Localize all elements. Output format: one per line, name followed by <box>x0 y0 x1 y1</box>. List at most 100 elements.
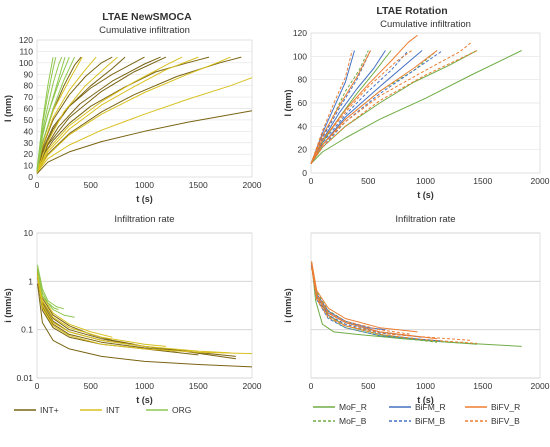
x-tick-label: 0 <box>35 180 40 190</box>
y-axis-label: i (mm/s) <box>3 288 13 323</box>
series-line-bifv-b <box>311 262 412 335</box>
x-axis-label: t (s) <box>136 194 153 204</box>
series-line-int <box>36 56 118 172</box>
chart-left-rate: Infiltration rate 0.01 0.1 1 10 0 500 1000 1500 2… <box>3 214 262 405</box>
series-line-org <box>37 268 75 318</box>
series-line-int <box>37 275 253 355</box>
y-tick-label: 40 <box>298 121 308 131</box>
series-line-mof-b <box>310 50 369 164</box>
legend-label: BiFM_B <box>415 416 446 426</box>
x-tick-label: 0 <box>309 381 314 391</box>
y-axis-label: i (mm/s) <box>283 288 293 323</box>
series-line-int <box>36 77 253 173</box>
y-tick-label: 10 <box>24 161 34 171</box>
y-tick-label: 90 <box>24 69 34 79</box>
x-tick-label: 1500 <box>189 180 208 190</box>
series-line-int- <box>36 110 253 174</box>
x-tick-label: 2000 <box>243 180 262 190</box>
y-tick-label: 40 <box>24 126 34 136</box>
y-tick-label: 100 <box>293 51 307 61</box>
x-tick-label: 0 <box>309 176 314 186</box>
y-tick-label: 0.01 <box>16 373 33 383</box>
series-line-bifm-r <box>311 265 423 338</box>
series-line-int <box>37 272 231 354</box>
legend-label: BiFV_B <box>491 416 520 426</box>
y-axis-label: I (mm) <box>3 95 13 122</box>
y-tick-label: 0 <box>28 172 33 182</box>
legend-label: INT <box>106 405 120 415</box>
series-line-int <box>37 266 113 338</box>
chart-title: Infiltration rate <box>395 214 455 225</box>
chart-right-cumulative: Cumulative infiltration 0 20 40 60 80 100 120 0 5… <box>283 19 550 200</box>
series-line-bifv-r <box>310 50 371 164</box>
x-tick-label: 500 <box>84 381 98 391</box>
series-line-int- <box>37 283 253 368</box>
series-line-mof-r <box>310 50 478 164</box>
series-line-org <box>36 56 66 172</box>
series-line-bifv-r <box>311 261 418 333</box>
x-tick-label: 2000 <box>531 381 550 391</box>
y-axis-label: I (mm) <box>283 89 293 116</box>
y-tick-label: 80 <box>298 75 308 85</box>
x-tick-label: 1000 <box>135 180 154 190</box>
y-tick-label: 70 <box>24 92 34 102</box>
legend-label: MoF_R <box>339 402 367 412</box>
series-line-bifv-b <box>310 50 413 164</box>
x-tick-label: 1000 <box>416 176 435 186</box>
series-line-int- <box>36 56 167 173</box>
x-tick-label: 1500 <box>473 176 492 186</box>
series-line-int- <box>37 277 199 356</box>
y-tick-label: 10 <box>24 228 34 238</box>
legend-right: MoF_R BiFM_R BiFV_R MoF_B BiFM_B BiFV_B <box>313 402 520 426</box>
y-tick-label: 60 <box>24 104 34 114</box>
legend-label: MoF_B <box>339 416 367 426</box>
x-tick-label: 2000 <box>531 176 550 186</box>
x-axis-label: t (s) <box>417 395 434 405</box>
y-tick-label: 110 <box>19 46 33 56</box>
series-line-bifv-b <box>311 267 472 341</box>
legend-label: BiFM_R <box>415 402 446 412</box>
x-axis-label: t (s) <box>417 190 434 200</box>
y-tick-label: 1 <box>28 276 33 286</box>
series-line-bifv-b <box>310 50 353 164</box>
x-tick-label: 1000 <box>135 381 154 391</box>
series-line-mof-r <box>311 262 522 347</box>
x-tick-label: 500 <box>84 180 98 190</box>
series-line-int <box>37 270 167 347</box>
y-tick-label: 100 <box>19 58 33 68</box>
series-line-mof-r <box>310 50 522 165</box>
series-line-int- <box>36 56 161 172</box>
series-line-bifv-r <box>310 34 418 164</box>
chart-title: Cumulative infiltration <box>380 19 471 30</box>
series-line-bifm-b <box>310 50 409 164</box>
x-tick-label: 1500 <box>473 381 492 391</box>
series-line-int- <box>36 56 242 173</box>
x-tick-label: 0 <box>35 381 40 391</box>
y-tick-label: 20 <box>298 145 308 155</box>
x-tick-label: 1500 <box>189 381 208 391</box>
x-axis-label: t (s) <box>136 395 153 405</box>
x-tick-label: 2000 <box>243 381 262 391</box>
series-line-int- <box>36 56 126 173</box>
chart-right-rate: Infiltration rate 0 500 1000 1500 2000 t (s) i … <box>283 214 550 405</box>
series-line-org <box>36 57 54 171</box>
series-line-bifv-b <box>310 41 472 164</box>
series-line-int <box>36 56 231 173</box>
legend-label: INT+ <box>40 405 59 415</box>
y-tick-label: 120 <box>19 35 33 45</box>
y-tick-label: 0 <box>302 168 307 178</box>
legend-label: BiFV_R <box>491 402 520 412</box>
series-line-int <box>36 56 199 173</box>
series-line-bifm-r <box>310 50 355 164</box>
series-line-bifm-b <box>311 264 443 342</box>
right-panel-title: LTAE Rotation <box>376 5 447 17</box>
series-line-int <box>36 56 97 172</box>
series-line-bifv-r <box>311 263 438 340</box>
legend-label: ORG <box>172 405 191 415</box>
y-tick-label: 120 <box>293 28 307 38</box>
legend-left: INT+ INT ORG <box>14 405 191 415</box>
y-tick-label: 0.1 <box>21 325 33 335</box>
chart-title: Infiltration rate <box>114 214 174 225</box>
y-tick-label: 30 <box>24 138 34 148</box>
